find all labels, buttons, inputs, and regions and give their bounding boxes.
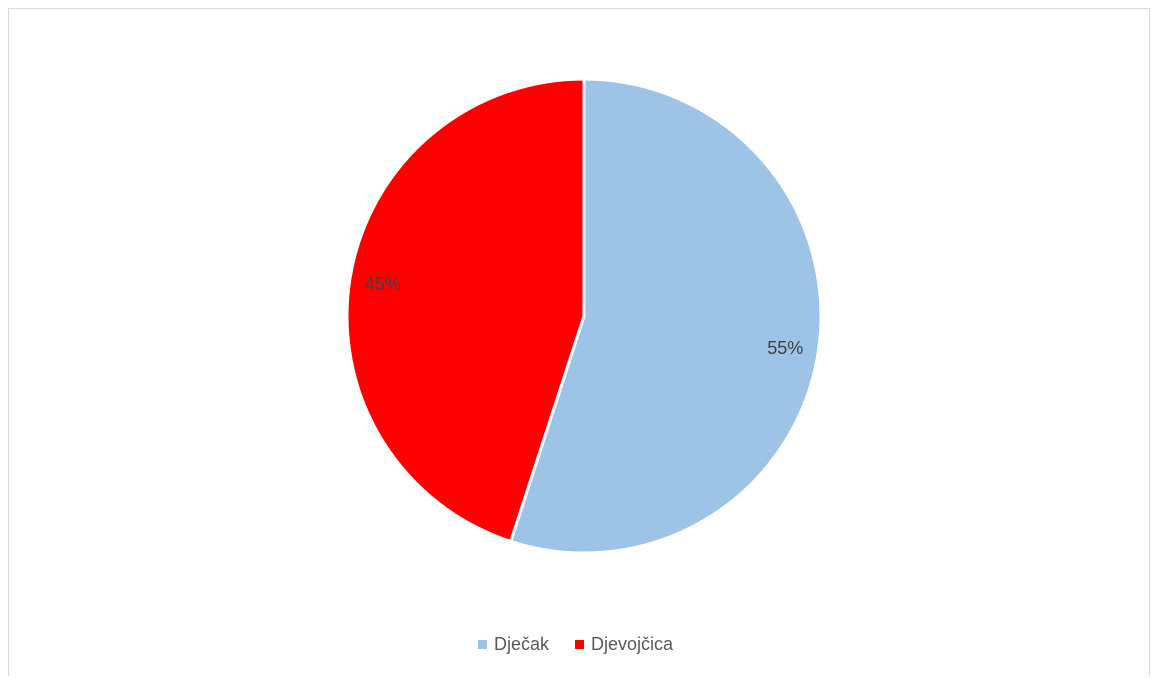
legend-item-djecak: Dječak [477,634,549,655]
legend-label-djecak: Dječak [493,634,549,654]
legend-swatch-djevojcica [575,640,584,649]
legend-item-djevojcica: Djevojčica [575,634,673,655]
data-label-djevojcica: 45% [365,274,401,294]
legend-swatch-djecak [477,640,487,649]
data-label-djecak: 55% [767,338,803,358]
pie-slice-djecak [509,77,823,555]
chart-frame [8,8,1150,676]
pie-slice-djevojcica [345,77,586,543]
legend: Dječak Djevojčica [0,634,1151,655]
legend-label-djevojcica: Djevojčica [591,634,674,654]
pie-slices [345,77,823,555]
pie-data-labels: 55% 45% [365,274,804,358]
